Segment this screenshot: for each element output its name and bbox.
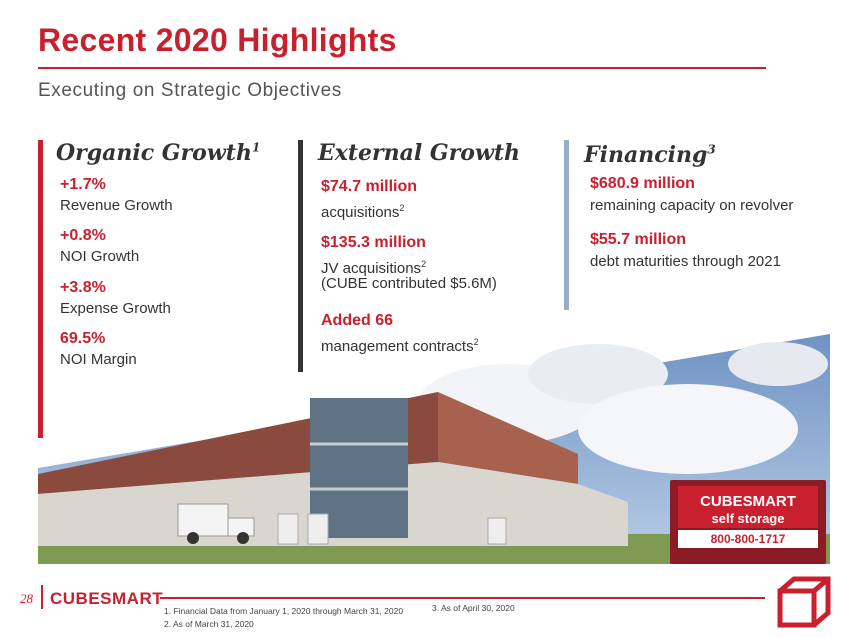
sign-phone: 800-800-1717 — [711, 532, 786, 546]
page-subtitle: Executing on Strategic Objectives — [38, 80, 342, 101]
expense-growth-label: Expense Growth — [60, 300, 171, 317]
roll-up-door — [277, 513, 299, 545]
footnote-1: 1. Financial Data from January 1, 2020 t… — [164, 606, 404, 616]
column-accent-bar — [38, 140, 43, 438]
revolver-capacity-label: remaining capacity on revolver — [590, 197, 794, 214]
footer-separator — [41, 585, 43, 609]
facility-photo: CUBESMART self storage 800-800-1717 — [38, 334, 830, 564]
footnote-2: 2. As of March 31, 2020 — [164, 619, 254, 629]
financing-column: Financing3 $680.9 million remaining capa… — [564, 140, 834, 310]
external-growth-column: External Growth $74.7 million acquisitio… — [298, 140, 548, 372]
financing-heading: Financing3 — [584, 142, 716, 168]
noi-margin-value: 69.5% — [60, 330, 106, 347]
building-side — [438, 392, 578, 484]
debt-maturities-label: debt maturities through 2021 — [590, 253, 781, 270]
organic-growth-heading: Organic Growth1 — [56, 140, 261, 166]
jv-acquisitions-value: $135.3 million — [321, 234, 426, 251]
jv-acquisitions-label: JV acquisitions2 — [321, 259, 427, 277]
revenue-growth-value: +1.7% — [60, 176, 106, 193]
acquisitions-label: acquisitions2 — [321, 203, 405, 221]
noi-growth-label: NOI Growth — [60, 248, 140, 265]
roll-up-door — [307, 513, 329, 545]
sign-brand: CUBESMART — [700, 493, 796, 510]
cube-contribution-label: (CUBE contributed $5.6M) — [321, 275, 497, 292]
column-accent-bar — [298, 140, 303, 372]
revolver-capacity-value: $680.9 million — [590, 175, 695, 192]
page-number: 28 — [20, 591, 33, 606]
revenue-growth-label: Revenue Growth — [60, 197, 173, 214]
moving-truck — [177, 503, 229, 537]
debt-maturities-value: $55.7 million — [590, 231, 687, 248]
cloud — [728, 342, 828, 386]
management-contracts-value: Added 66 — [321, 312, 394, 329]
cloud — [578, 384, 798, 474]
title-divider — [38, 67, 766, 69]
noi-margin-label: NOI Margin — [60, 351, 137, 368]
organic-growth-column: Organic Growth1 +1.7% Revenue Growth +0.… — [38, 140, 288, 438]
external-growth-heading: External Growth — [318, 140, 521, 166]
column-accent-bar — [564, 140, 569, 310]
roll-up-door — [487, 517, 507, 545]
footnote-3: 3. As of April 30, 2020 — [432, 603, 515, 613]
cube-logo-icon — [777, 576, 831, 628]
footer-divider — [160, 597, 765, 599]
noi-growth-value: +0.8% — [60, 227, 106, 244]
footer-logo: CUBESMART — [50, 589, 164, 608]
facility-illustration: CUBESMART self storage 800-800-1717 — [38, 334, 830, 564]
sign-subtitle: self storage — [712, 511, 785, 526]
management-contracts-label: management contracts2 — [321, 337, 479, 355]
cloud — [528, 344, 668, 404]
acquisitions-value: $74.7 million — [321, 178, 418, 195]
page-title: Recent 2020 Highlights — [38, 22, 397, 58]
expense-growth-value: +3.8% — [60, 279, 106, 296]
